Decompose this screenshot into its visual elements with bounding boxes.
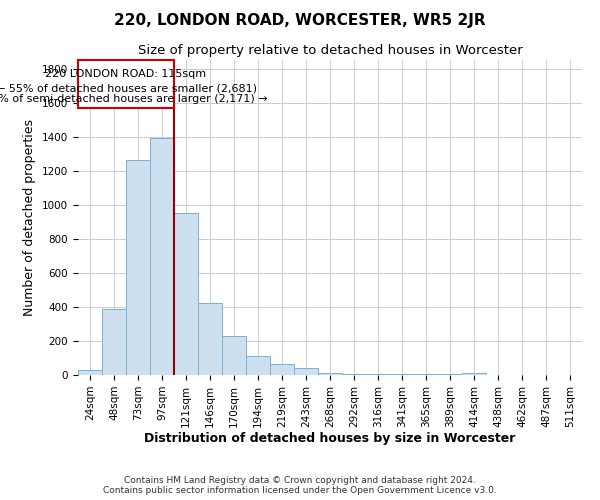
Bar (246, 356, 270, 375)
Bar (294, 368, 318, 375)
Bar (462, 374, 486, 375)
Bar (78, 370, 102, 375)
Text: 220, LONDON ROAD, WORCESTER, WR5 2JR: 220, LONDON ROAD, WORCESTER, WR5 2JR (114, 12, 486, 28)
Bar (150, 138, 174, 375)
Bar (414, 374, 438, 375)
Bar (390, 374, 414, 375)
Bar (438, 374, 462, 375)
Text: Contains HM Land Registry data © Crown copyright and database right 2024.
Contai: Contains HM Land Registry data © Crown c… (103, 476, 497, 495)
Text: ← 55% of detached houses are smaller (2,681): ← 55% of detached houses are smaller (2,… (0, 84, 257, 94)
Bar (222, 336, 246, 375)
Bar (126, 160, 150, 375)
Bar (198, 304, 222, 375)
Text: 44% of semi-detached houses are larger (2,171) →: 44% of semi-detached houses are larger (… (0, 94, 268, 104)
Bar (102, 308, 126, 375)
Bar (366, 374, 390, 375)
Bar (174, 213, 198, 375)
Title: Size of property relative to detached houses in Worcester: Size of property relative to detached ho… (137, 44, 523, 58)
FancyBboxPatch shape (78, 60, 174, 108)
Bar (270, 364, 294, 375)
Text: 220 LONDON ROAD: 115sqm: 220 LONDON ROAD: 115sqm (46, 68, 206, 78)
Bar (318, 374, 342, 375)
Y-axis label: Number of detached properties: Number of detached properties (23, 119, 37, 316)
Bar (342, 374, 366, 375)
X-axis label: Distribution of detached houses by size in Worcester: Distribution of detached houses by size … (145, 432, 515, 446)
